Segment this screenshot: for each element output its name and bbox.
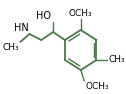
Text: HN: HN xyxy=(14,23,28,33)
Text: CH₃: CH₃ xyxy=(3,43,19,52)
Text: HO: HO xyxy=(36,11,51,21)
Text: OCH₃: OCH₃ xyxy=(69,9,92,18)
Text: CH₃: CH₃ xyxy=(108,55,125,64)
Text: OCH₃: OCH₃ xyxy=(85,82,109,91)
